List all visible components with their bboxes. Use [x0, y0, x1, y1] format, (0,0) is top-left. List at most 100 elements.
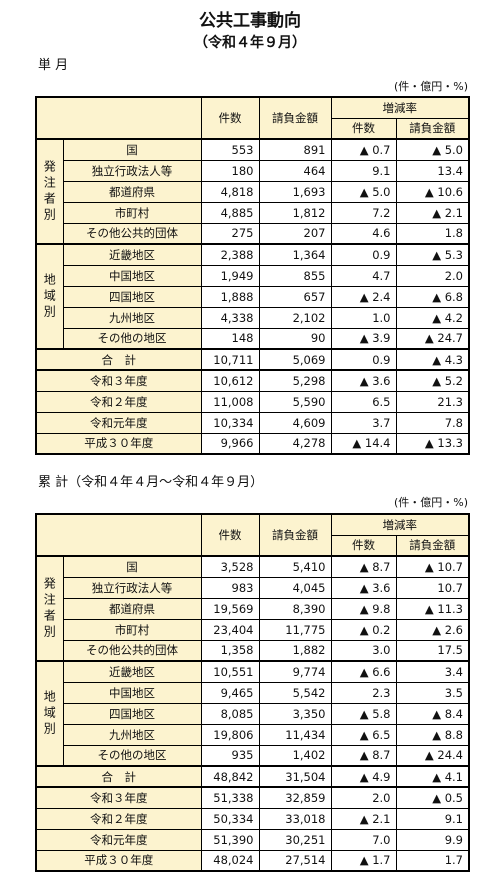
value-cell: 553 — [200, 138, 260, 161]
row-label: その他公共的団体 — [62, 639, 202, 662]
value-cell: 2.3 — [330, 681, 397, 704]
value-cell: ▲ 4.1 — [395, 765, 470, 788]
value-cell: ▲ 6.8 — [395, 285, 470, 308]
header-row: 件数 請負金額 — [36, 534, 470, 557]
row-label: 中国地区 — [62, 264, 202, 287]
value-cell: 10.7 — [395, 576, 470, 599]
value-cell: 1,402 — [258, 744, 332, 767]
value-cell: 8,085 — [200, 702, 260, 725]
value-cell: 4,609 — [258, 411, 332, 434]
value-cell: 2,388 — [200, 243, 260, 266]
value-cell: 33,018 — [258, 807, 332, 830]
value-cell: 2,102 — [258, 306, 332, 329]
data-row: 独立行政法人等 180 464 9.1 13.4 — [36, 159, 470, 182]
value-cell: ▲ 24.4 — [395, 744, 470, 767]
value-cell: ▲ 0.7 — [330, 138, 397, 161]
value-cell: ▲ 4.2 — [395, 306, 470, 329]
value-cell: 13.4 — [395, 159, 470, 182]
value-cell: ▲ 2.1 — [395, 201, 470, 224]
data-row: 四国地区 1,888 657 ▲ 2.4 ▲ 6.8 — [36, 285, 470, 308]
row-label: 近畿地区 — [62, 660, 202, 683]
row-label: 中国地区 — [62, 681, 202, 704]
value-cell: 207 — [258, 222, 332, 245]
value-cell: 48,024 — [200, 849, 260, 872]
row-label: 都道府県 — [62, 597, 202, 620]
row-label: 平成３０年度 — [35, 432, 202, 455]
data-row: その他公共的団体 1,358 1,882 3.0 17.5 — [36, 639, 470, 662]
value-cell: 4.7 — [330, 264, 397, 287]
value-cell: 51,390 — [200, 828, 260, 851]
row-label: その他の地区 — [62, 744, 202, 767]
value-cell: 1,949 — [200, 264, 260, 287]
value-cell: ▲ 1.7 — [330, 849, 397, 872]
row-label: 国 — [62, 138, 202, 161]
row-label: 都道府県 — [62, 180, 202, 203]
value-cell: 48,842 — [200, 765, 260, 788]
value-cell: 90 — [258, 327, 332, 350]
value-cell: 11,008 — [200, 390, 260, 413]
row-label: 合 計 — [35, 348, 202, 371]
value-cell: 3.7 — [330, 411, 397, 434]
row-label: その他公共的団体 — [62, 222, 202, 245]
col-header: 請負金額 — [395, 534, 470, 557]
value-cell: 1,812 — [258, 201, 332, 224]
value-cell: 32,859 — [258, 786, 332, 809]
header-row: 件数 請負金額 増減率 — [35, 96, 470, 140]
data-row: その他の地区 935 1,402 ▲ 8.7 ▲ 24.4 — [36, 744, 470, 767]
value-cell: 4,338 — [200, 306, 260, 329]
data-table: 件数 請負金額 増減率 件数 請負金額 発注者別国 553 891 ▲ 0.7 ▲ 5.0 独立行政… — [35, 96, 470, 455]
data-row: その他の地区 148 90 ▲ 3.9 ▲ 24.7 — [36, 327, 470, 350]
data-row: 四国地区 8,085 3,350 ▲ 5.8 ▲ 8.4 — [36, 702, 470, 725]
value-cell: 3,528 — [200, 555, 260, 578]
value-cell: 891 — [258, 138, 332, 161]
value-cell: 1,888 — [200, 285, 260, 308]
row-label: 市町村 — [62, 201, 202, 224]
value-cell: 1,364 — [258, 243, 332, 266]
value-cell: ▲ 8.7 — [330, 744, 397, 767]
value-cell: 51,338 — [200, 786, 260, 809]
row-label: 令和２年度 — [35, 807, 202, 830]
value-cell: 1.7 — [395, 849, 470, 872]
data-row: 独立行政法人等 983 4,045 ▲ 3.6 10.7 — [36, 576, 470, 599]
row-label: 独立行政法人等 — [62, 159, 202, 182]
data-row: 九州地区 19,806 11,434 ▲ 6.5 ▲ 8.8 — [36, 723, 470, 746]
col-header: 件数 — [200, 96, 260, 140]
value-cell: ▲ 0.5 — [395, 786, 470, 809]
value-cell: ▲ 8.7 — [330, 555, 397, 578]
data-row: 中国地区 9,465 5,542 2.3 3.5 — [36, 681, 470, 704]
value-cell: 7.8 — [395, 411, 470, 434]
col-header: 請負金額 — [258, 96, 332, 140]
title: 公共工事動向 — [199, 11, 301, 31]
col-header: 請負金額 — [395, 117, 470, 140]
row-label: 令和元年度 — [35, 411, 202, 434]
corner — [35, 96, 202, 140]
value-cell: 11,775 — [258, 618, 332, 641]
row-label: 令和３年度 — [35, 786, 202, 809]
row-label: 令和３年度 — [35, 369, 202, 392]
value-cell: 0.9 — [330, 243, 397, 266]
value-cell: 5,069 — [258, 348, 332, 371]
value-cell: 1.0 — [330, 306, 397, 329]
data-row: 市町村 23,404 11,775 ▲ 0.2 ▲ 2.6 — [36, 618, 470, 641]
value-cell: ▲ 2.1 — [330, 807, 397, 830]
unit-label: (件・億円・%) — [393, 496, 468, 509]
header-row: 件数 請負金額 増減率 — [35, 513, 470, 557]
header-row: 件数 請負金額 — [36, 117, 470, 140]
value-cell: 9.1 — [330, 159, 397, 182]
value-cell: 7.2 — [330, 201, 397, 224]
value-cell: 27,514 — [258, 849, 332, 872]
value-cell: 21.3 — [395, 390, 470, 413]
section-label: 累 計（令和４年４月～令和４年９月） — [38, 475, 264, 490]
data-row: 都道府県 19,569 8,390 ▲ 9.8 ▲ 11.3 — [36, 597, 470, 620]
history-row: 令和２年度 11,008 5,590 6.5 21.3 — [35, 390, 470, 413]
value-cell: 9,774 — [258, 660, 332, 683]
value-cell: ▲ 5.0 — [330, 180, 397, 203]
row-label: 近畿地区 — [62, 243, 202, 266]
value-cell: ▲ 5.8 — [330, 702, 397, 725]
col-header: 増減率 — [330, 96, 470, 119]
history-row: 令和３年度 51,338 32,859 2.0 ▲ 0.5 — [35, 786, 470, 809]
value-cell: 9,966 — [200, 432, 260, 455]
value-cell: 10,711 — [200, 348, 260, 371]
row-label: 独立行政法人等 — [62, 576, 202, 599]
